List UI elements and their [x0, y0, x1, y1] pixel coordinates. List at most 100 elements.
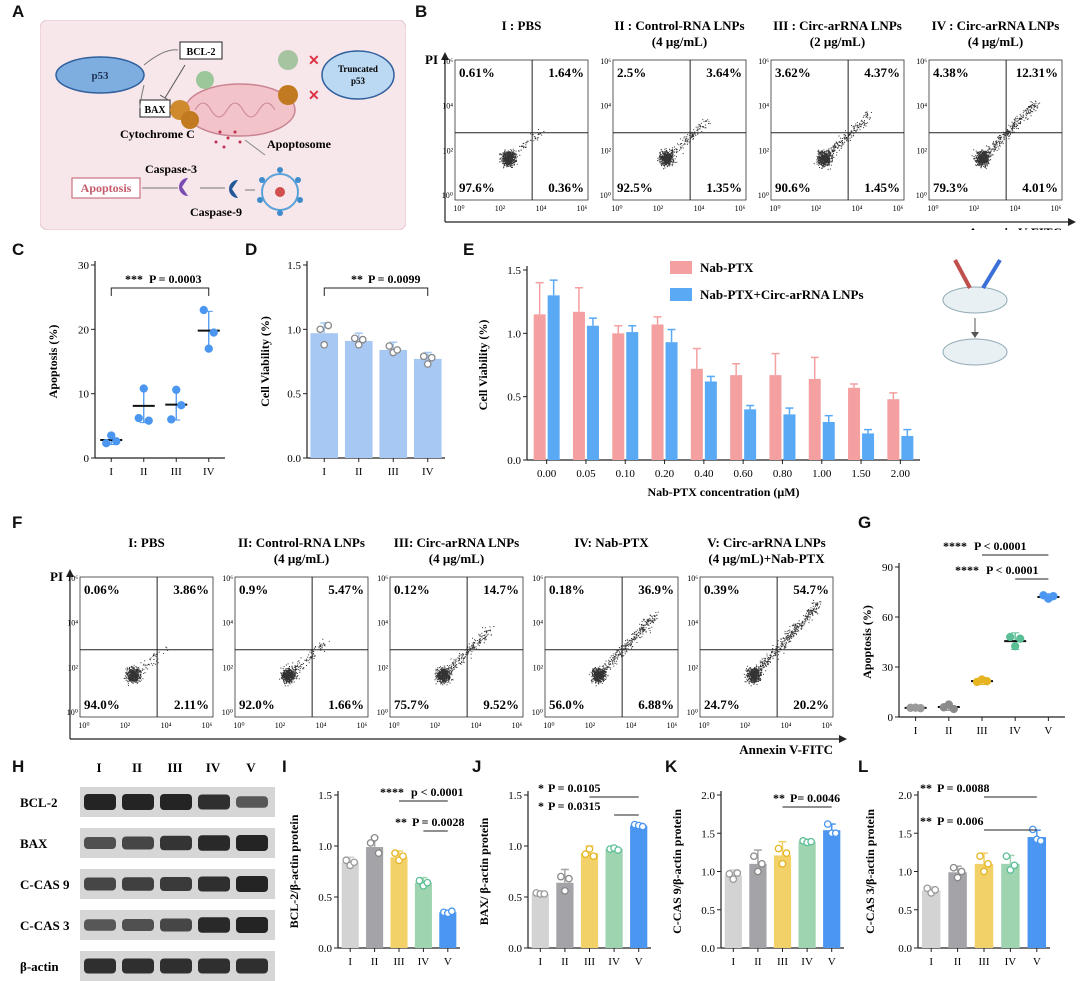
- bar-0.10: [612, 333, 625, 460]
- x-tick-label: II: [371, 956, 379, 968]
- data-point: [758, 860, 766, 868]
- x-tick: 10⁴: [1010, 204, 1021, 213]
- x-tick-label: 1.00: [812, 468, 832, 480]
- x-tick-label: IV: [422, 466, 434, 478]
- x-tick: 10²: [275, 721, 286, 730]
- data-point: [754, 867, 762, 876]
- panel-a-schematic: p53 BCL-2 BAX ✕ ✕ Truncated p53 Cytochro…: [40, 20, 406, 230]
- flow-frame: [454, 59, 589, 201]
- y-tick: 10²: [533, 663, 544, 672]
- x-tick: 10⁰: [769, 204, 780, 213]
- pipette-icon: [953, 259, 972, 289]
- data-point: [1006, 632, 1015, 642]
- quadrant-q2: 1.64%: [548, 65, 584, 80]
- bar-V: [1027, 837, 1047, 948]
- y-tick: 10⁶: [916, 57, 927, 66]
- x-tick-label: III: [777, 956, 788, 968]
- y-tick-label: 1.0: [898, 867, 912, 879]
- bar-1.00: [822, 422, 835, 460]
- quadrant-q2: 54.7%: [793, 582, 829, 597]
- sig-pvalue: P = 0.0088: [937, 781, 990, 795]
- y-tick: 10⁶: [758, 57, 769, 66]
- x-tick-label: III: [979, 956, 990, 968]
- bar-0.60: [730, 375, 743, 460]
- y-axis-title: Cell Viability (%): [476, 320, 490, 411]
- flow-title: II: Control-RNA LNPs: [238, 535, 365, 550]
- blot-label: C-CAS 9: [20, 877, 70, 892]
- data-point: [916, 704, 925, 713]
- data-point: [419, 352, 428, 361]
- y-tick-label: 1.5: [508, 790, 522, 802]
- x-tick: 10⁰: [611, 204, 622, 213]
- flow-events: [813, 111, 872, 170]
- y-tick-label: 2.0: [898, 790, 912, 802]
- y-tick: 10⁰: [442, 191, 453, 200]
- panel-letter-i: I: [282, 757, 287, 776]
- x-tick-label: II: [140, 466, 148, 478]
- data-point: [733, 869, 742, 877]
- data-point: [134, 413, 143, 423]
- bar-1.00: [808, 378, 821, 460]
- bar-V: [823, 830, 841, 948]
- lane-label: III: [167, 760, 182, 775]
- bar-III: [390, 857, 408, 948]
- x-tick-label: V: [444, 956, 452, 968]
- data-point: [557, 872, 565, 881]
- x-tick-label: IV: [801, 956, 813, 968]
- blot-band: [122, 958, 154, 974]
- flow-subtitle: (4 μg/mL): [274, 551, 329, 566]
- y-tick-label: 1.0: [507, 328, 521, 340]
- bar-0.00: [547, 295, 560, 460]
- y-tick: 10⁴: [600, 102, 611, 111]
- data-point: [1028, 825, 1037, 834]
- y-tick-label: 0.0: [287, 453, 301, 465]
- blot-band: [198, 835, 230, 851]
- x-tick: 10⁴: [536, 204, 547, 213]
- quadrant-q3: 56.0%: [549, 697, 585, 712]
- x-tick-label: V: [828, 956, 836, 968]
- quadrant-q4: 20.2%: [793, 697, 829, 712]
- quadrant-q2: 4.37%: [864, 65, 900, 80]
- y-axis-title: Apoptosis (%): [860, 605, 874, 679]
- sig-stars: **: [920, 814, 932, 828]
- x-tick-label: IV: [1005, 956, 1017, 968]
- blot-band: [160, 918, 192, 932]
- data-point: [778, 860, 787, 868]
- flow-subtitle: (4 μg/mL): [968, 34, 1023, 49]
- quadrant-q1: 0.39%: [704, 582, 740, 597]
- flow-plot-2: II: Control-RNA LNPs(4 μg/mL) 0.9% 5.47% 92…: [222, 535, 369, 730]
- lane-label: II: [132, 760, 142, 775]
- x-tick-label: V: [1044, 725, 1052, 737]
- y-tick-label: 20: [78, 324, 90, 336]
- quadrant-q1: 0.12%: [394, 582, 430, 597]
- x-tick-label: IV: [608, 956, 620, 968]
- blot-band: [84, 794, 116, 810]
- data-point: [561, 887, 569, 895]
- data-point: [139, 384, 148, 393]
- y-tick-label: 2.0: [701, 790, 715, 802]
- flow-frame: [770, 59, 905, 201]
- y-tick: 10⁶: [67, 574, 78, 583]
- data-point: [1010, 861, 1019, 870]
- data-point: [823, 820, 832, 828]
- blot-band: [122, 877, 154, 891]
- blot-band: [84, 837, 116, 849]
- flow-events: [657, 119, 711, 170]
- bar-IV: [605, 849, 623, 948]
- y-tick: 10⁶: [377, 574, 388, 583]
- svg-text:✕: ✕: [308, 89, 320, 104]
- y-tick: 10²: [378, 663, 389, 672]
- y-tick-label: 1.0: [318, 841, 332, 853]
- bar-II: [556, 882, 574, 948]
- data-point: [399, 852, 407, 861]
- y-tick-label: 0.5: [507, 392, 521, 404]
- flow-title: V: Circ-arRNA LNPs: [707, 535, 825, 550]
- quadrant-q3: 92.5%: [617, 180, 653, 195]
- bar-0.80: [769, 375, 782, 460]
- bar-2.00: [901, 435, 914, 460]
- y-tick: 10⁰: [687, 708, 698, 717]
- bar-0.20: [651, 324, 664, 460]
